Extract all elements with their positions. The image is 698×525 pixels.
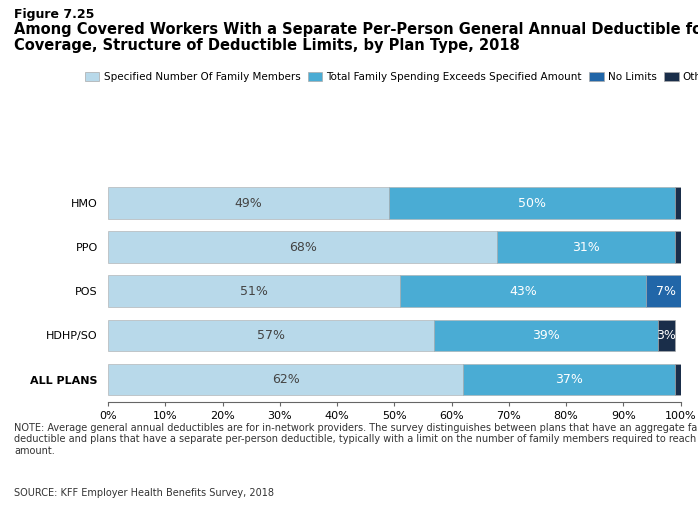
Text: 7%: 7% — [656, 285, 676, 298]
Text: 43%: 43% — [510, 285, 537, 298]
Text: 39%: 39% — [532, 329, 560, 342]
Bar — [498, 232, 675, 263]
Bar — [108, 232, 498, 263]
Text: 50%: 50% — [518, 197, 546, 209]
Bar — [675, 364, 681, 395]
Bar — [400, 276, 646, 307]
Bar — [108, 364, 463, 395]
Text: Figure 7.25: Figure 7.25 — [14, 8, 94, 21]
Bar — [108, 320, 434, 351]
Text: Coverage, Structure of Deductible Limits, by Plan Type, 2018: Coverage, Structure of Deductible Limits… — [14, 38, 520, 53]
Text: 68%: 68% — [289, 241, 317, 254]
Bar — [646, 276, 686, 307]
Text: 51%: 51% — [240, 285, 268, 298]
Text: Among Covered Workers With a Separate Per-Person General Annual Deductible for F: Among Covered Workers With a Separate Pe… — [14, 22, 698, 37]
Bar — [434, 320, 658, 351]
Text: 3%: 3% — [656, 329, 676, 342]
Text: SOURCE: KFF Employer Health Benefits Survey, 2018: SOURCE: KFF Employer Health Benefits Sur… — [14, 488, 274, 498]
Bar — [463, 364, 675, 395]
Text: NOTE: Average general annual deductibles are for in-network providers. The surve: NOTE: Average general annual deductibles… — [14, 423, 698, 456]
Text: 49%: 49% — [235, 197, 262, 209]
Bar — [389, 187, 675, 219]
Text: 62%: 62% — [272, 373, 299, 386]
Bar — [675, 187, 681, 219]
Text: 57%: 57% — [258, 329, 285, 342]
Bar — [675, 232, 681, 263]
Legend: Specified Number Of Family Members, Total Family Spending Exceeds Specified Amou: Specified Number Of Family Members, Tota… — [84, 72, 698, 82]
Bar — [658, 320, 675, 351]
Text: 31%: 31% — [572, 241, 600, 254]
Bar — [108, 187, 389, 219]
Text: 37%: 37% — [555, 373, 583, 386]
Bar — [108, 276, 400, 307]
